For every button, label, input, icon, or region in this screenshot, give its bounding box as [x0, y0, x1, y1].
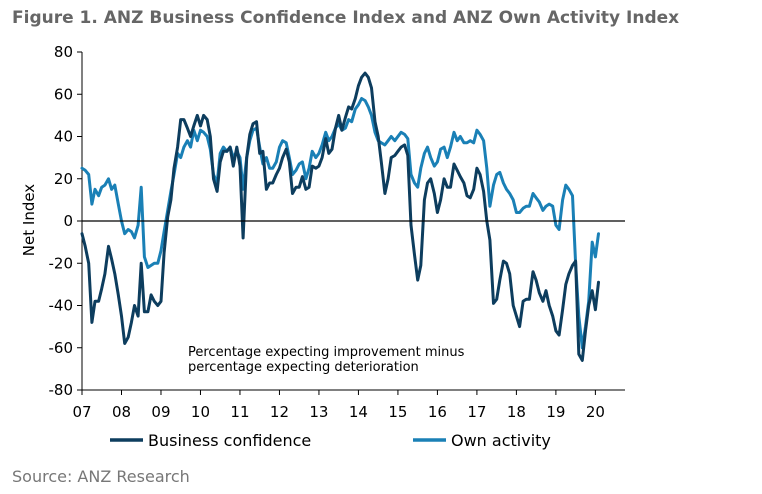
legend-label-business-confidence: Business confidence	[148, 431, 311, 450]
x-tick-label: 13	[309, 403, 328, 421]
y-tick-label: -40	[49, 297, 74, 315]
source-note: Source: ANZ Research	[12, 467, 190, 486]
y-tick-label: 60	[54, 85, 73, 103]
y-tick-label: 40	[54, 128, 73, 146]
x-tick-label: 15	[388, 403, 407, 421]
y-tick-label: -20	[49, 254, 74, 272]
y-tick-label: 80	[54, 43, 73, 61]
y-tick-label: 0	[63, 212, 73, 230]
y-tick-label: -80	[49, 381, 74, 399]
chart-title: Figure 1. ANZ Business Confidence Index …	[12, 8, 680, 28]
x-tick-label: 07	[72, 403, 91, 421]
annotation-line-2: percentage expecting deterioration	[188, 360, 419, 375]
x-tick-label: 16	[428, 403, 447, 421]
series-line-business-confidence	[80, 71, 600, 362]
x-tick-label: 14	[349, 403, 368, 421]
legend-label-own-activity: Own activity	[451, 431, 551, 450]
x-tick-label: 20	[586, 403, 605, 421]
x-tick-label: 19	[546, 403, 565, 421]
x-tick-label: 17	[467, 403, 486, 421]
x-tick-label: 11	[230, 403, 249, 421]
x-tick-label: 18	[507, 403, 526, 421]
legend: Business confidence Own activity	[110, 431, 551, 450]
x-tick-label: 10	[191, 403, 210, 421]
y-axis-label: Net Index	[20, 184, 38, 257]
y-tick-label: -60	[49, 339, 74, 357]
x-tick-label: 08	[112, 403, 131, 421]
x-tick-label: 12	[270, 403, 289, 421]
y-tick-label: 20	[54, 170, 73, 188]
x-tick-label: 09	[151, 403, 170, 421]
plot-area: 80 60 40 20 0 -20 -40 -60 -80 07 08 09 10 11 12 13 14 15 1…	[49, 43, 625, 421]
annotation-line-1: Percentage expecting improvement minus	[188, 345, 465, 360]
